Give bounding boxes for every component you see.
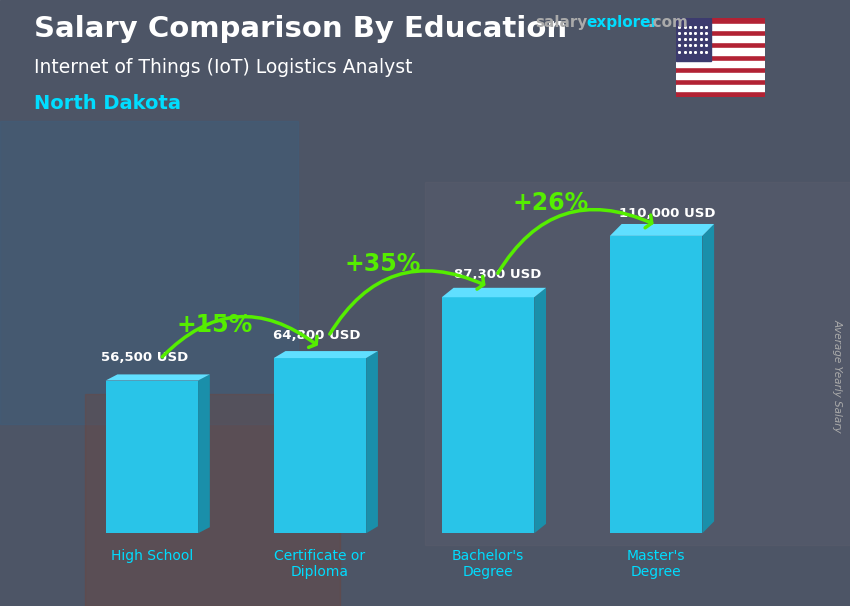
- Bar: [676, 24, 765, 30]
- Polygon shape: [535, 288, 546, 533]
- Polygon shape: [366, 351, 378, 533]
- Polygon shape: [442, 288, 546, 298]
- Polygon shape: [274, 351, 378, 358]
- FancyArrowPatch shape: [162, 316, 317, 357]
- Bar: [676, 85, 765, 91]
- Text: .com: .com: [648, 15, 689, 30]
- Text: 64,800 USD: 64,800 USD: [273, 329, 360, 342]
- Text: salary: salary: [536, 15, 588, 30]
- Text: Average Yearly Salary: Average Yearly Salary: [832, 319, 842, 433]
- FancyBboxPatch shape: [442, 298, 535, 533]
- Bar: [85, 394, 340, 606]
- Bar: [676, 61, 765, 67]
- Bar: [676, 18, 711, 61]
- Text: North Dakota: North Dakota: [34, 94, 181, 113]
- Bar: [676, 36, 765, 42]
- FancyBboxPatch shape: [610, 236, 702, 533]
- Bar: [425, 182, 850, 545]
- Polygon shape: [105, 375, 210, 381]
- Polygon shape: [198, 375, 210, 533]
- Polygon shape: [610, 224, 714, 236]
- Bar: [0, 121, 298, 424]
- FancyBboxPatch shape: [105, 381, 198, 533]
- Text: Salary Comparison By Education: Salary Comparison By Education: [34, 15, 567, 43]
- Bar: [676, 48, 765, 55]
- Text: +26%: +26%: [513, 191, 589, 215]
- FancyBboxPatch shape: [274, 358, 366, 533]
- Text: explorer: explorer: [586, 15, 659, 30]
- FancyArrowPatch shape: [498, 210, 652, 273]
- Text: +35%: +35%: [345, 252, 421, 276]
- Polygon shape: [702, 224, 714, 533]
- Bar: [676, 73, 765, 79]
- FancyArrowPatch shape: [330, 271, 484, 334]
- Text: +15%: +15%: [177, 313, 253, 337]
- Text: 56,500 USD: 56,500 USD: [101, 351, 189, 364]
- Text: 87,300 USD: 87,300 USD: [455, 268, 541, 281]
- Text: 110,000 USD: 110,000 USD: [619, 207, 716, 219]
- Text: Internet of Things (IoT) Logistics Analyst: Internet of Things (IoT) Logistics Analy…: [34, 58, 412, 76]
